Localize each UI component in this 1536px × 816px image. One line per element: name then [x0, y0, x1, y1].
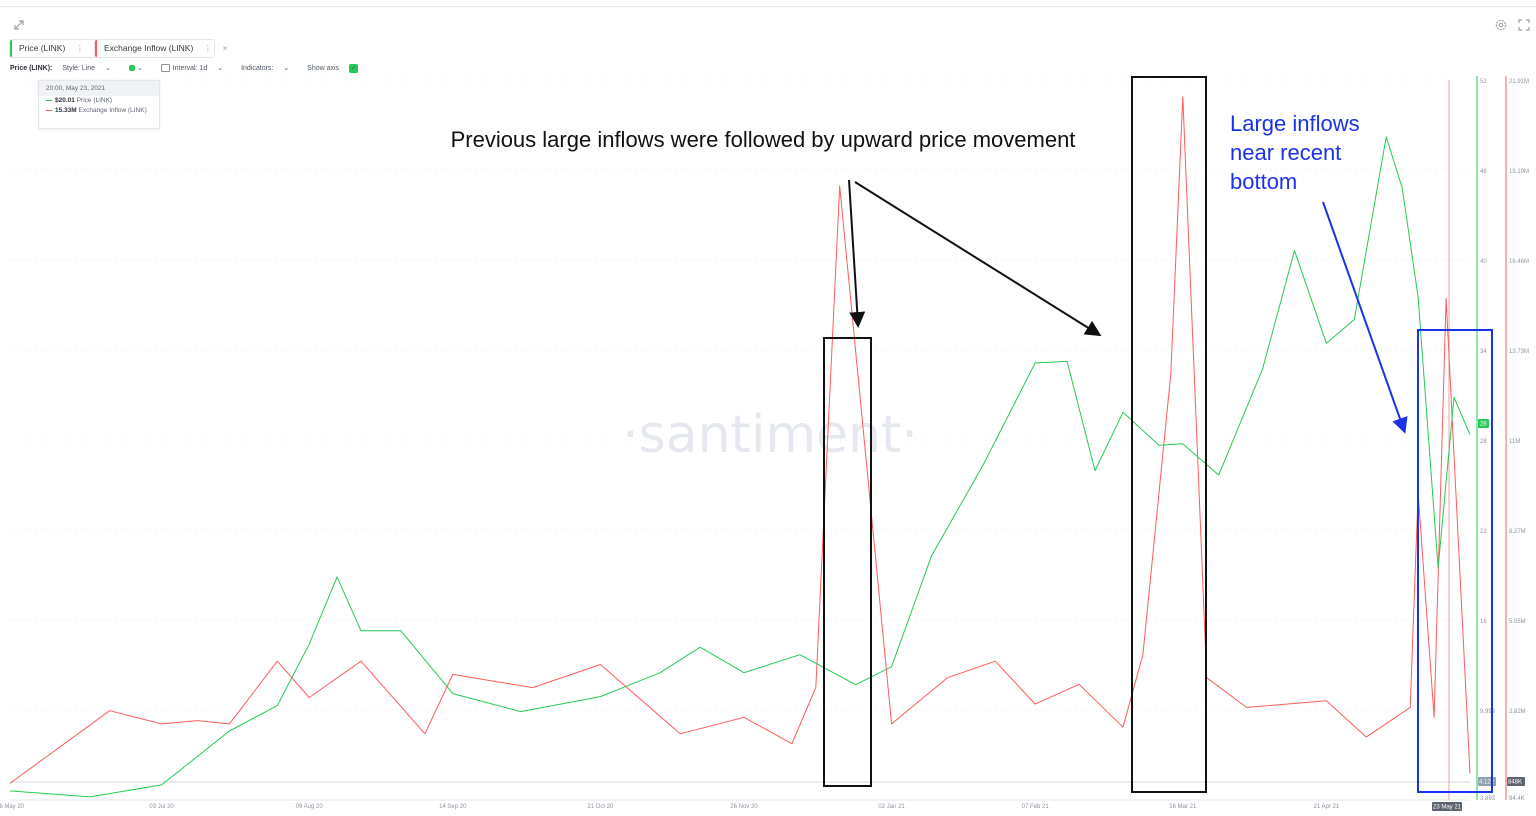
price-tick-label: 46 [1480, 169, 1487, 175]
inflow-tick-label: 13.73M [1509, 349, 1529, 355]
show-axis-toggle[interactable]: Show axis ✓ [307, 63, 366, 75]
annotation-arrow-blue [1322, 201, 1408, 434]
inflow-tick-label: 8.27M [1509, 529, 1526, 535]
tooltip-date: 20:00, May 23, 2021 [39, 81, 159, 96]
inflow-tick-label: 19.19M [1509, 169, 1529, 175]
indicators-dropdown-label: Indicators: [241, 65, 274, 72]
close-icon[interactable]: × [222, 43, 228, 53]
fullscreen-icon[interactable] [1517, 18, 1531, 32]
x-tick-label: 21 Oct 20 [587, 804, 614, 810]
top-divider [0, 6, 1536, 7]
x-tick-label: 26 May 20 [0, 804, 25, 810]
inflow-tick-label: 11M [1509, 439, 1520, 445]
annotation-side-text: near recent [1230, 140, 1341, 165]
annotation-arrow [848, 179, 866, 328]
inflow-tick-label: 5.55M [1509, 619, 1526, 625]
metric-chip-price-label: Price (LINK) [19, 43, 66, 53]
x-tick-label: 09 Aug 20 [296, 804, 324, 810]
price-line [9, 136, 1471, 798]
price-tick-label: 3.893 [1480, 796, 1496, 802]
price-tick-label: 22 [1480, 529, 1487, 535]
chart-tooltip: 20:00, May 23, 2021 $20.01 Price (LINK) … [38, 80, 160, 129]
annotation-arrow [854, 181, 1102, 337]
annotation-box-recent [1417, 329, 1493, 793]
annotation-side-text: bottom [1230, 169, 1297, 194]
chevron-down-icon: ⌄ [283, 65, 290, 72]
expand-arrows-icon[interactable] [12, 18, 26, 32]
price-current-badge-label: 28 [1480, 422, 1487, 428]
chevron-down-icon: ⌄ [136, 65, 143, 72]
interval-dropdown-label: Interval: 1d [172, 65, 208, 72]
x-current-date-badge [1432, 802, 1462, 811]
metric-menu-icon[interactable]: ⋮ [203, 43, 213, 53]
price-current-badge [1478, 419, 1489, 428]
inflow-current-badge-label: 848K [1508, 780, 1522, 786]
inflow-tick-label: 2.82M [1509, 709, 1526, 715]
color-swatch [128, 65, 135, 72]
price-tick-label: 28 [1480, 439, 1487, 445]
metric-chip-price[interactable]: Price (LINK) ⋮ × [9, 39, 100, 58]
inflow-color-marker [95, 40, 97, 57]
price-tick-label: 40 [1480, 259, 1487, 265]
x-tick-label: 07 Feb 21 [1022, 804, 1050, 810]
chevron-down-icon: ⌄ [217, 65, 224, 72]
metric-settings-row: Price (LINK): Style: Line ⌄ ⌄ Interval: … [10, 63, 374, 75]
price-tick-label: 34 [1480, 349, 1487, 355]
price-tick-label: 52 [1480, 79, 1487, 85]
style-dropdown[interactable]: Style: Line ⌄ [62, 63, 119, 75]
show-axis-label: Show axis [307, 65, 340, 72]
interval-dropdown[interactable]: Interval: 1d ⌄ [160, 63, 231, 75]
x-tick-label: 21 Apr 21 [1314, 804, 1340, 810]
chevron-down-icon: ⌄ [105, 65, 111, 72]
tooltip-price-label: Price (LINK) [76, 97, 113, 104]
x-tick-label: 02 Jan 21 [878, 804, 905, 810]
price-color-marker [10, 40, 12, 57]
annotation-side-text: Large inflows [1230, 111, 1360, 136]
inflow-tick-label: 16.46M [1509, 259, 1529, 265]
x-tick-label: 14 Sep 20 [439, 804, 467, 810]
price-low-badge-label: 4.122 [1479, 780, 1495, 786]
x-tick-label: 16 Mar 21 [1169, 804, 1197, 810]
tooltip-price-row: $20.01 Price (LINK) [39, 96, 159, 106]
calendar-icon [160, 64, 170, 73]
annotation-main-text: Previous large inflows were followed by … [451, 127, 1076, 152]
inflow-line [9, 96, 1471, 784]
indicators-dropdown[interactable]: Indicators: ⌄ [241, 63, 297, 75]
santiment-watermark: ·santiment· [622, 405, 918, 465]
tooltip-inflow-row: 15.33M Exchange Inflow (LINK) [39, 106, 159, 116]
annotation-box-mar [1131, 76, 1207, 793]
price-line-marker [46, 99, 52, 101]
price-tick-label: 16 [1480, 619, 1487, 625]
show-axis-checkbox[interactable]: ✓ [349, 63, 359, 73]
x-tick-label: 26 Nov 20 [730, 804, 758, 810]
price-tick-label: 9.999 [1480, 709, 1496, 715]
metric-chip-inflow[interactable]: Exchange Inflow (LINK) ⋮ × [94, 39, 228, 58]
tooltip-inflow-label: Exchange Inflow (LINK) [78, 107, 147, 114]
inflow-tick-label: 21.91M [1509, 79, 1529, 85]
inflow-tick-label: 94.4K [1509, 796, 1525, 802]
color-picker[interactable]: ⌄ [128, 63, 151, 75]
annotation-box-dec [823, 337, 872, 787]
tooltip-inflow-value: 15.33M [55, 107, 77, 114]
tooltip-price-value: $20.01 [55, 97, 75, 104]
settings-metric-label: Price (LINK): [10, 65, 53, 72]
metric-menu-icon[interactable]: ⋮ [75, 43, 85, 53]
style-dropdown-label: Style: Line [62, 65, 96, 72]
gear-icon[interactable] [1494, 18, 1508, 32]
metric-chip-inflow-label: Exchange Inflow (LINK) [104, 43, 194, 53]
inflow-line-marker [46, 109, 52, 111]
inflow-current-badge [1507, 777, 1525, 786]
x-tick-label: 03 Jul 20 [149, 804, 174, 810]
x-tick-label: 23 May 21 [1433, 805, 1462, 811]
